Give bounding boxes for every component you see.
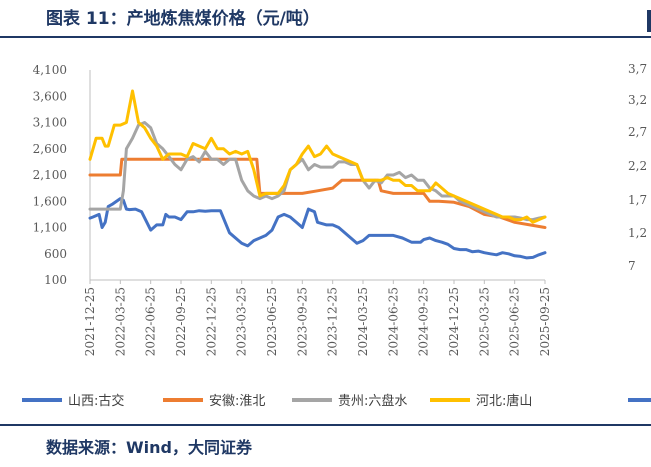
y-tick-label: 100 bbox=[44, 273, 67, 287]
x-tick-label: 2025-09-25 bbox=[538, 287, 552, 356]
legend: 山西:古交 安徽:淮北 贵州:六盘水 河北:唐山 bbox=[22, 393, 532, 409]
source-divider bbox=[0, 424, 651, 426]
title-divider bbox=[0, 36, 651, 38]
x-tick-label: 2022-03-25 bbox=[113, 287, 127, 356]
side-tick-label: 7 bbox=[628, 259, 636, 273]
y-tick-label: 1,600 bbox=[33, 194, 67, 208]
side-tick-label: 3,7 bbox=[628, 62, 647, 76]
x-tick-label: 2022-09-25 bbox=[174, 287, 188, 356]
legend-label-2: 安徽:淮北 bbox=[209, 394, 265, 409]
next-figure-marker bbox=[647, 10, 651, 32]
data-source: 数据来源：Wind，大同证券 bbox=[46, 438, 252, 457]
series-line-1 bbox=[88, 197, 547, 260]
x-tick-label: 2024-12-25 bbox=[447, 287, 461, 356]
y-tick-label: 4,100 bbox=[33, 63, 67, 77]
y-tick-label: 600 bbox=[44, 247, 67, 261]
x-tick-label: 2023-03-25 bbox=[235, 287, 249, 356]
y-tick-label: 1,100 bbox=[33, 221, 67, 235]
x-tick-label: 2024-03-25 bbox=[356, 287, 370, 356]
x-tick-label: 2023-12-25 bbox=[326, 287, 340, 356]
x-tick-label: 2025-06-25 bbox=[508, 287, 522, 356]
side-tick-label: 1,2 bbox=[628, 226, 647, 240]
x-tick-label: 2022-12-25 bbox=[204, 287, 218, 356]
x-tick-label: 2023-06-25 bbox=[265, 287, 279, 356]
side-tick-label: 2,2 bbox=[628, 159, 647, 173]
x-tick-label: 2025-03-25 bbox=[477, 287, 491, 356]
y-tick-label: 3,600 bbox=[33, 89, 67, 103]
chart-title: 图表 11：产地炼焦煤价格（元/吨） bbox=[46, 9, 320, 29]
y-tick-label: 2,100 bbox=[33, 168, 67, 182]
x-tick-label: 2022-06-25 bbox=[144, 287, 158, 356]
side-tick-label: 2,7 bbox=[628, 125, 647, 139]
x-tick-label: 2024-06-25 bbox=[386, 287, 400, 356]
legend-label-1: 山西:古交 bbox=[68, 393, 124, 409]
side-panel-clipped: 3,7 3,2 2,7 2,2 1,7 1,2 7 bbox=[628, 62, 651, 402]
x-tick-label: 2021-12-25 bbox=[83, 287, 97, 356]
legend-label-3: 贵州:六盘水 bbox=[338, 393, 407, 409]
x-tick-label: 2023-09-25 bbox=[295, 287, 309, 356]
side-tick-label: 3,2 bbox=[628, 93, 647, 107]
y-tick-label: 3,100 bbox=[33, 116, 67, 130]
side-tick-label: 1,7 bbox=[628, 193, 647, 207]
legend-label-4: 河北:唐山 bbox=[476, 393, 532, 409]
y-tick-label: 2,600 bbox=[33, 142, 67, 156]
x-tick-label: 2024-09-25 bbox=[417, 287, 431, 356]
series-line-4 bbox=[88, 89, 547, 224]
series-line-3 bbox=[88, 121, 547, 222]
series-lines bbox=[88, 89, 547, 260]
axes: 100 600 1,100 1,600 2,100 2,600 3,100 3,600 4,10… bbox=[33, 63, 552, 356]
